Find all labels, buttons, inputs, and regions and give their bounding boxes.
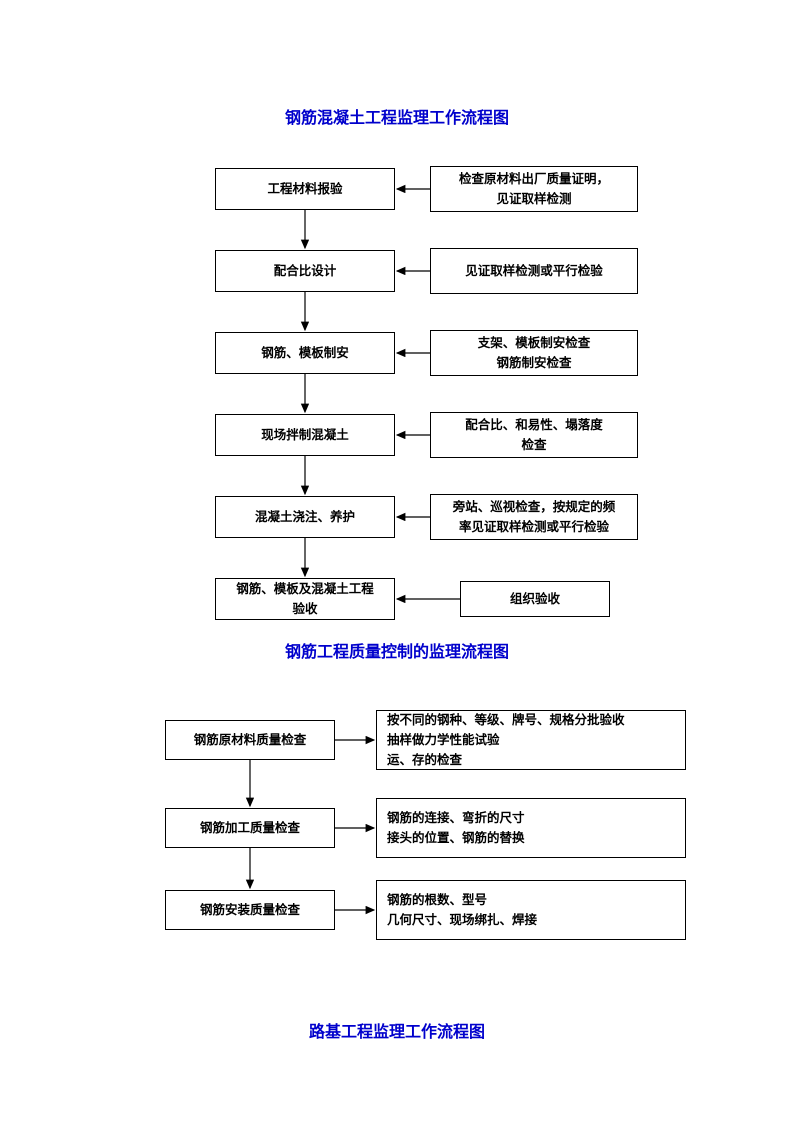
fc2-left-0: 钢筋原材料质量检查 (165, 720, 335, 760)
fc2-left-2: 钢筋安装质量检查 (165, 890, 335, 930)
fc1-left-1: 配合比设计 (215, 250, 395, 292)
fc1-left-5: 钢筋、模板及混凝土工程 验收 (215, 578, 395, 620)
fc1-left-4: 混凝土浇注、养护 (215, 496, 395, 538)
fc1-left-3: 现场拌制混凝土 (215, 414, 395, 456)
fc1-left-2: 钢筋、模板制安 (215, 332, 395, 374)
connectors-layer (0, 0, 794, 1123)
fc1-right-5: 组织验收 (460, 581, 610, 617)
fc2-right-0: 按不同的钢种、等级、牌号、规格分批验收 抽样做力学性能试验 运、存的检查 (376, 710, 686, 770)
fc1-left-0: 工程材料报验 (215, 168, 395, 210)
fc1-right-1: 见证取样检测或平行检验 (430, 248, 638, 294)
fc1-right-3: 配合比、和易性、塌落度 检查 (430, 412, 638, 458)
title-1: 钢筋混凝土工程监理工作流程图 (0, 104, 794, 128)
title-3: 路基工程监理工作流程图 (0, 1018, 794, 1042)
fc2-right-1: 钢筋的连接、弯折的尺寸 接头的位置、钢筋的替换 (376, 798, 686, 858)
fc1-right-0: 检查原材料出厂质量证明， 见证取样检测 (430, 166, 638, 212)
fc1-right-2: 支架、模板制安检查 钢筋制安检查 (430, 330, 638, 376)
fc1-right-4: 旁站、巡视检查，按规定的频 率见证取样检测或平行检验 (430, 494, 638, 540)
fc2-right-2: 钢筋的根数、型号 几何尺寸、现场绑扎、焊接 (376, 880, 686, 940)
fc2-left-1: 钢筋加工质量检查 (165, 808, 335, 848)
title-2: 钢筋工程质量控制的监理流程图 (0, 638, 794, 662)
